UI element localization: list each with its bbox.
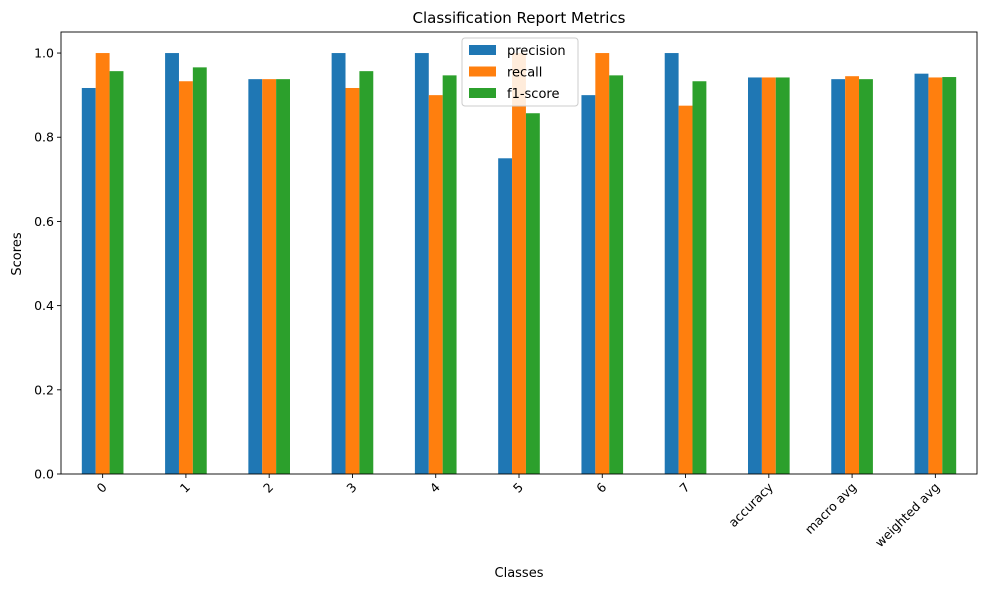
x-ticks-layer: 0 1 2 3 4 5 6 7 accuracy macro avg weighted avg bbox=[94, 474, 943, 551]
legend: precision recall f1-score bbox=[461, 37, 579, 107]
bar-precision-2 bbox=[248, 79, 263, 475]
y-tick-label: 0.8 bbox=[34, 130, 54, 145]
bar-recall-0 bbox=[95, 53, 110, 475]
bar-f1-score-accuracy bbox=[775, 77, 790, 475]
bar-precision-4 bbox=[414, 53, 429, 475]
bar-f1-score-weighted-avg bbox=[942, 77, 957, 474]
bar-f1-score-macro-avg bbox=[859, 79, 873, 475]
bar-precision-1 bbox=[165, 53, 179, 475]
bar-precision-3 bbox=[331, 53, 346, 475]
legend-swatch-precision bbox=[469, 45, 496, 55]
bar-f1-score-0 bbox=[109, 71, 124, 475]
y-tick-label: 1.0 bbox=[34, 46, 54, 61]
y-axis-label: Scores bbox=[10, 232, 25, 275]
bar-precision-accuracy bbox=[748, 77, 762, 475]
bar-precision-7 bbox=[664, 53, 679, 475]
y-tick-label: 0.2 bbox=[34, 382, 54, 397]
bar-precision-0 bbox=[81, 87, 96, 475]
bar-f1-score-4 bbox=[442, 75, 457, 475]
bar-recall-accuracy bbox=[761, 77, 776, 475]
legend-swatch-f1-score bbox=[469, 88, 496, 98]
x-tick-label: 6 bbox=[593, 479, 609, 495]
bar-recall-weighted-avg bbox=[928, 77, 943, 475]
bar-precision-macro-avg bbox=[831, 79, 846, 475]
bar-recall-3 bbox=[345, 87, 360, 475]
y-tick-label: 0.6 bbox=[34, 214, 54, 229]
bar-recall-7 bbox=[678, 105, 693, 475]
x-tick-label: 5 bbox=[510, 480, 526, 496]
x-tick-label: 4 bbox=[427, 479, 443, 495]
x-tick-label: 7 bbox=[676, 480, 692, 496]
bar-f1-score-3 bbox=[359, 71, 374, 475]
bar-recall-1 bbox=[178, 81, 193, 474]
x-tick-label: 0 bbox=[94, 479, 110, 495]
bar-f1-score-2 bbox=[276, 79, 290, 475]
bar-recall-5 bbox=[512, 53, 526, 475]
bars-layer bbox=[81, 53, 957, 475]
x-tick-label: accuracy bbox=[725, 479, 776, 530]
legend-swatch-recall bbox=[469, 66, 496, 77]
y-tick-label: 0.4 bbox=[34, 298, 54, 313]
x-tick-label: 3 bbox=[343, 480, 359, 496]
y-tick-label: 0.0 bbox=[34, 467, 54, 482]
legend-label-f1-score: f1-score bbox=[507, 87, 559, 102]
bar-recall-6 bbox=[595, 53, 610, 475]
legend-label-precision: precision bbox=[507, 44, 566, 59]
bar-f1-score-6 bbox=[609, 75, 624, 475]
x-tick-label: macro avg bbox=[802, 480, 859, 537]
bar-f1-score-1 bbox=[192, 67, 207, 475]
legend-label-recall: recall bbox=[507, 66, 542, 81]
bar-recall-2 bbox=[262, 79, 277, 475]
x-tick-label: 2 bbox=[260, 480, 276, 496]
chart-title: Classification Report Metrics bbox=[413, 9, 626, 27]
x-axis-label: Classes bbox=[495, 566, 544, 581]
bar-f1-score-7 bbox=[692, 81, 707, 474]
bar-recall-4 bbox=[428, 95, 443, 474]
bar-precision-6 bbox=[581, 95, 596, 474]
bar-precision-5 bbox=[498, 158, 513, 475]
y-ticks-layer: 0.0 0.2 0.4 0.6 0.8 1.0 bbox=[34, 46, 61, 482]
bar-f1-score-5 bbox=[525, 113, 540, 475]
x-tick-label: weighted avg bbox=[872, 480, 943, 551]
bar-precision-weighted-avg bbox=[914, 73, 929, 475]
bar-recall-macro-avg bbox=[845, 76, 860, 474]
x-tick-label: 1 bbox=[177, 480, 193, 496]
